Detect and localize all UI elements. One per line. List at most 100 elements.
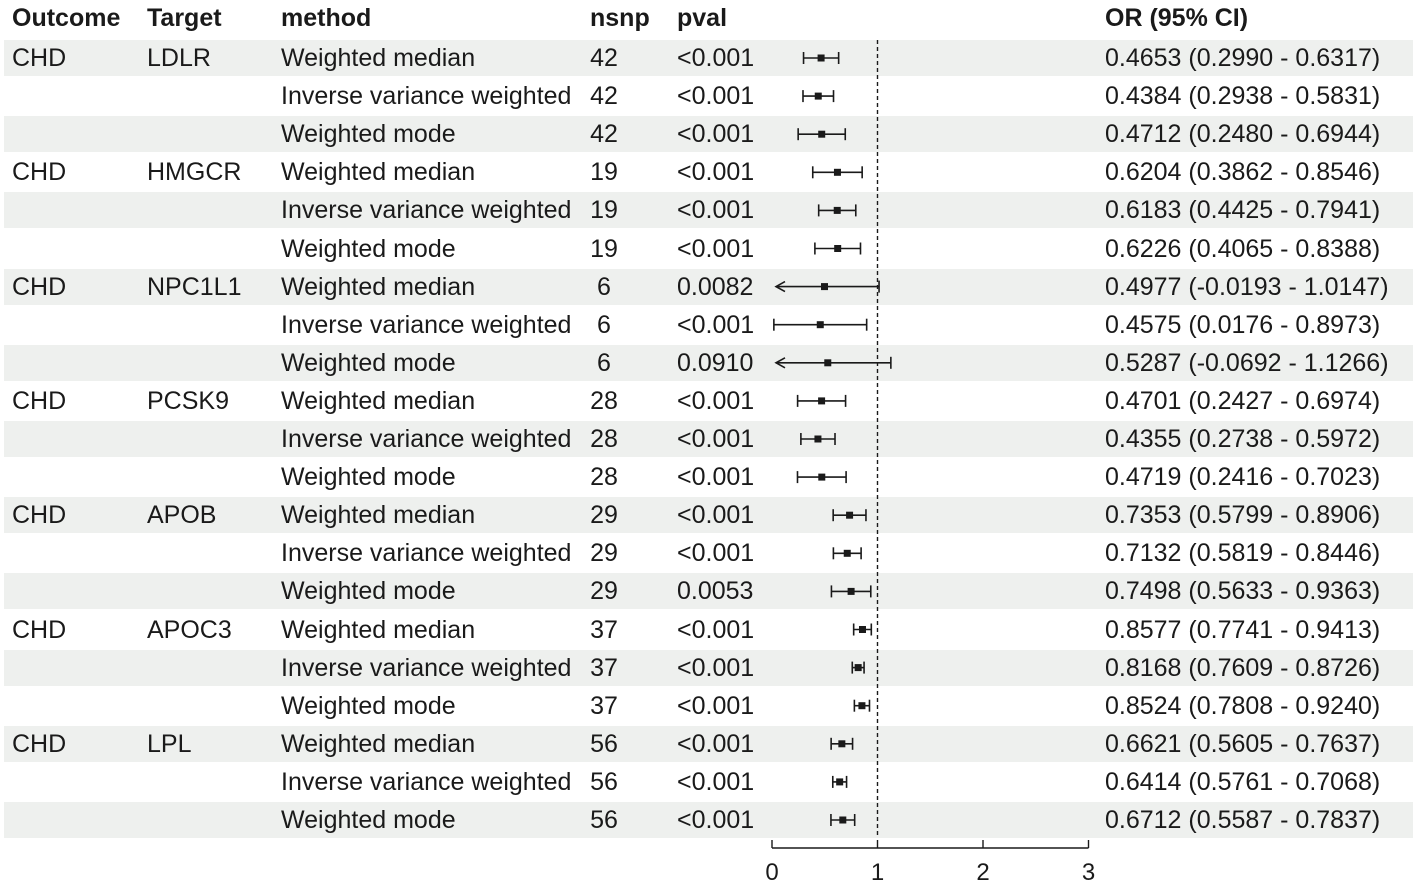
nsnp-cell: 19 bbox=[590, 196, 618, 225]
x-tick-label: 0 bbox=[765, 859, 778, 886]
outcome-cell: CHD bbox=[12, 158, 67, 187]
x-tick-label: 1 bbox=[871, 859, 884, 886]
row-band bbox=[4, 268, 1413, 305]
or-ci-cell: 0.6183 (0.4425 - 0.7941) bbox=[1105, 196, 1381, 225]
header-method: method bbox=[281, 4, 372, 32]
method-cell: Weighted median bbox=[281, 501, 476, 530]
ci-arrow-left bbox=[774, 280, 786, 293]
or-ci-cell: 0.8168 (0.7609 - 0.8726) bbox=[1105, 653, 1381, 682]
x-tick-label: 3 bbox=[1082, 859, 1095, 886]
pval-cell: <0.001 bbox=[677, 539, 755, 568]
target-cell: NPC1L1 bbox=[147, 272, 242, 301]
outcome-cell: CHD bbox=[12, 272, 67, 301]
pval-cell: <0.001 bbox=[677, 425, 755, 453]
method-cell: Weighted mode bbox=[281, 577, 456, 606]
target-cell: PCSK9 bbox=[147, 386, 229, 415]
outcome-cell: CHD bbox=[12, 386, 67, 415]
row-band bbox=[4, 40, 1413, 76]
or-ci-cell: 0.7132 (0.5819 - 0.8446) bbox=[1105, 539, 1381, 568]
pval-cell: <0.001 bbox=[677, 120, 755, 149]
method-cell: Inverse variance weighted bbox=[281, 196, 572, 225]
or-ci-cell: 0.4575 (0.0176 - 0.8973) bbox=[1105, 310, 1381, 339]
pval-cell: <0.001 bbox=[677, 44, 755, 72]
pval-cell: <0.001 bbox=[677, 82, 755, 111]
row-band bbox=[4, 116, 1413, 153]
method-cell: Weighted mode bbox=[281, 691, 456, 720]
or-point bbox=[847, 587, 855, 595]
row-band bbox=[4, 725, 1413, 762]
pval-cell: <0.001 bbox=[677, 386, 755, 415]
pval-cell: <0.001 bbox=[677, 767, 755, 796]
or-ci-cell: 0.7353 (0.5799 - 0.8906) bbox=[1105, 501, 1381, 530]
nsnp-cell: 29 bbox=[590, 501, 618, 530]
row-band bbox=[4, 421, 1413, 457]
or-point bbox=[834, 245, 842, 252]
or-point bbox=[814, 435, 822, 443]
or-ci-cell: 0.6226 (0.4065 - 0.8388) bbox=[1105, 234, 1381, 263]
pval-cell: 0.0910 bbox=[677, 348, 754, 377]
or-ci-cell: 0.5287 (-0.0692 - 1.1266) bbox=[1105, 348, 1389, 377]
nsnp-cell: 29 bbox=[590, 577, 618, 606]
pval-cell: <0.001 bbox=[677, 158, 755, 187]
pval-cell: 0.0082 bbox=[677, 272, 754, 301]
method-cell: Weighted mode bbox=[281, 463, 456, 492]
or-ci-cell: 0.8577 (0.7741 - 0.9413) bbox=[1105, 615, 1381, 644]
method-cell: Weighted mode bbox=[281, 120, 456, 149]
method-cell: Inverse variance weighted bbox=[281, 425, 572, 453]
x-tick-label: 2 bbox=[976, 859, 989, 886]
or-point bbox=[817, 54, 825, 62]
or-ci-cell: 0.4653 (0.2990 - 0.6317) bbox=[1105, 44, 1381, 72]
nsnp-cell: 42 bbox=[590, 82, 618, 111]
nsnp-cell: 28 bbox=[590, 463, 618, 492]
or-point bbox=[833, 206, 841, 214]
row-band bbox=[4, 344, 1413, 381]
method-cell: Inverse variance weighted bbox=[281, 539, 572, 568]
or-ci-cell: 0.7498 (0.5633 - 0.9363) bbox=[1105, 577, 1381, 606]
nsnp-cell: 37 bbox=[590, 615, 618, 644]
method-cell: Weighted median bbox=[281, 272, 476, 301]
or-point bbox=[843, 549, 851, 557]
or-point bbox=[814, 92, 822, 100]
header-outcome: Outcome bbox=[12, 4, 121, 32]
or-ci-cell: 0.4384 (0.2938 - 0.5831) bbox=[1105, 82, 1381, 111]
pval-cell: <0.001 bbox=[677, 196, 755, 225]
or-ci-cell: 0.4977 (-0.0193 - 1.0147) bbox=[1105, 272, 1389, 301]
method-cell: Inverse variance weighted bbox=[281, 653, 572, 682]
target-cell: LDLR bbox=[147, 44, 211, 72]
nsnp-cell: 28 bbox=[590, 425, 618, 453]
method-cell: Weighted mode bbox=[281, 348, 456, 377]
or-point bbox=[833, 168, 841, 176]
method-cell: Weighted median bbox=[281, 386, 476, 415]
or-point bbox=[858, 626, 866, 633]
or-ci-cell: 0.6712 (0.5587 - 0.7837) bbox=[1105, 806, 1381, 834]
or-ci-cell: 0.4719 (0.2416 - 0.7023) bbox=[1105, 463, 1381, 492]
or-ci-cell: 0.4355 (0.2738 - 0.5972) bbox=[1105, 425, 1381, 453]
ci-arrow-left bbox=[774, 357, 786, 369]
row-band bbox=[4, 649, 1413, 686]
target-cell: HMGCR bbox=[147, 158, 242, 187]
nsnp-cell: 19 bbox=[590, 158, 618, 187]
outcome-cell: CHD bbox=[12, 729, 67, 758]
pval-cell: <0.001 bbox=[677, 729, 755, 758]
or-ci-cell: 0.6204 (0.3862 - 0.8546) bbox=[1105, 158, 1381, 187]
or-point bbox=[818, 397, 826, 405]
or-point bbox=[846, 511, 854, 519]
or-point bbox=[838, 740, 846, 748]
row-band bbox=[4, 497, 1413, 534]
method-cell: Weighted median bbox=[281, 44, 476, 72]
nsnp-cell: 56 bbox=[590, 806, 618, 834]
nsnp-cell: 56 bbox=[590, 767, 618, 796]
pval-cell: <0.001 bbox=[677, 653, 755, 682]
or-point bbox=[854, 664, 862, 672]
method-cell: Inverse variance weighted bbox=[281, 310, 572, 339]
or-point bbox=[839, 816, 847, 824]
method-cell: Weighted median bbox=[281, 615, 476, 644]
nsnp-cell: 19 bbox=[590, 234, 618, 263]
outcome-cell: CHD bbox=[12, 44, 67, 72]
or-point bbox=[836, 778, 844, 786]
or-point bbox=[824, 359, 832, 367]
method-cell: Weighted median bbox=[281, 729, 476, 758]
nsnp-cell: 6 bbox=[597, 272, 611, 301]
nsnp-cell: 37 bbox=[590, 691, 618, 720]
